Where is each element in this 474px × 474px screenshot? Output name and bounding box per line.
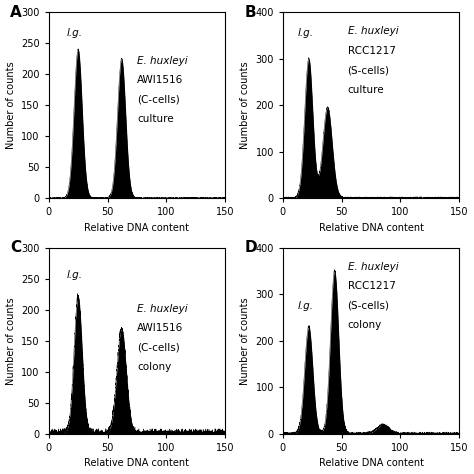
- Text: D: D: [244, 240, 257, 255]
- Text: RCC1217: RCC1217: [347, 281, 395, 292]
- Text: (C-cells): (C-cells): [137, 95, 180, 105]
- Text: culture: culture: [347, 85, 384, 95]
- Text: E. huxleyi: E. huxleyi: [347, 26, 398, 36]
- Text: A: A: [10, 5, 22, 20]
- Text: l.g.: l.g.: [297, 301, 313, 310]
- Text: E. huxleyi: E. huxleyi: [137, 55, 188, 65]
- X-axis label: Relative DNA content: Relative DNA content: [319, 458, 424, 468]
- Text: l.g.: l.g.: [297, 28, 313, 38]
- Text: colony: colony: [347, 320, 382, 330]
- Text: E. huxleyi: E. huxleyi: [347, 262, 398, 272]
- Text: l.g.: l.g.: [67, 28, 82, 38]
- Text: C: C: [10, 240, 21, 255]
- X-axis label: Relative DNA content: Relative DNA content: [319, 223, 424, 233]
- Text: AWI1516: AWI1516: [137, 75, 183, 85]
- Y-axis label: Number of counts: Number of counts: [6, 297, 16, 384]
- Text: B: B: [244, 5, 256, 20]
- Y-axis label: Number of counts: Number of counts: [6, 62, 16, 149]
- Text: colony: colony: [137, 362, 171, 372]
- Text: (S-cells): (S-cells): [347, 301, 390, 311]
- Text: (C-cells): (C-cells): [137, 343, 180, 353]
- Text: culture: culture: [137, 114, 173, 124]
- Text: (S-cells): (S-cells): [347, 65, 390, 75]
- Text: AWI1516: AWI1516: [137, 323, 183, 333]
- Y-axis label: Number of counts: Number of counts: [240, 62, 250, 149]
- Y-axis label: Number of counts: Number of counts: [240, 297, 250, 384]
- X-axis label: Relative DNA content: Relative DNA content: [84, 458, 190, 468]
- Text: l.g.: l.g.: [67, 270, 82, 280]
- Text: RCC1217: RCC1217: [347, 46, 395, 55]
- X-axis label: Relative DNA content: Relative DNA content: [84, 223, 190, 233]
- Text: E. huxleyi: E. huxleyi: [137, 304, 188, 314]
